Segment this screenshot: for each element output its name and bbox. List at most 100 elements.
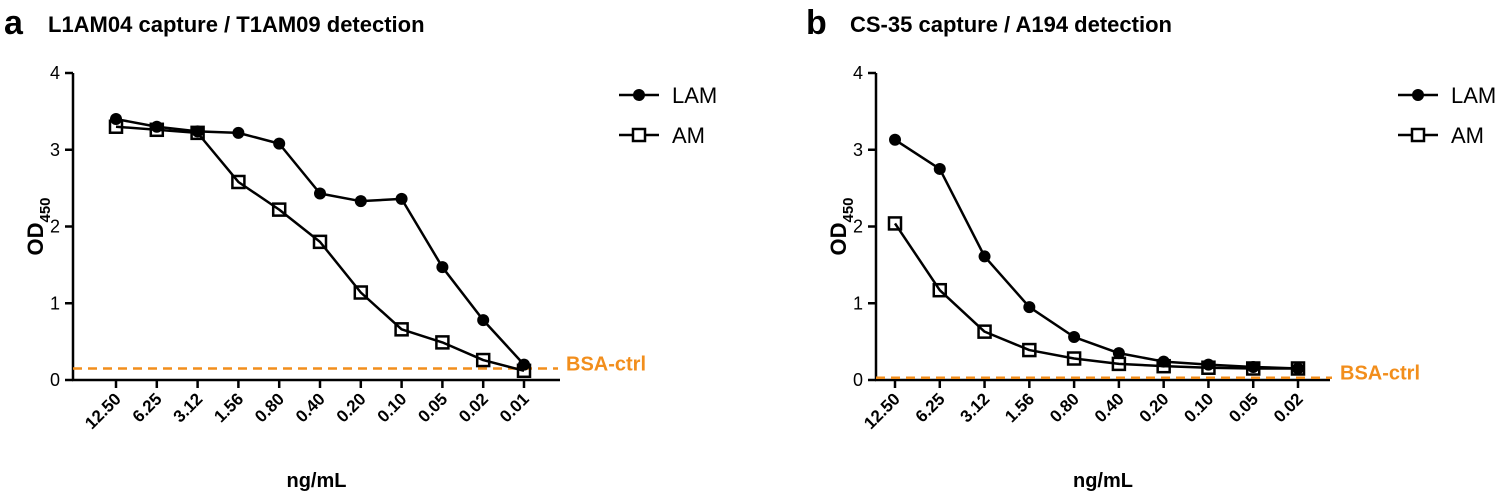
legend-label: AM [672,123,705,148]
data-point-am [475,352,491,368]
chart-title: CS-35 capture / A194 detection [850,12,1172,37]
y-tick-label: 1 [50,293,60,313]
chart-panel-b: b CS-35 capture / A194 detection 0 1 2 3 4 12.5… [806,4,1496,492]
legend-marker [633,89,645,101]
data-point-lam [1068,331,1081,344]
legend-label: LAM [1451,83,1496,108]
legend-item-am: AM [619,123,705,148]
data-point-lam [1157,355,1170,368]
y-tick-label: 2 [50,217,60,237]
data-point-am [1156,358,1171,374]
data-point-am [1201,360,1216,375]
y-axis-label-main: OD [826,223,851,256]
x-tick-label: 0.05 [414,389,451,426]
reference-label: BSA-ctrl [1340,363,1420,385]
data-point-am [231,174,246,190]
x-tick-label: 0.40 [1091,389,1128,426]
legend-marker [1410,127,1426,143]
series-line-lam [894,138,1299,370]
data-point-lam [354,195,367,208]
data-point-am [932,282,948,298]
y-tick-label: 2 [853,217,863,237]
legend-marker [631,127,647,143]
data-point-lam [395,192,408,205]
data-point-lam [933,162,946,175]
legend-label: LAM [672,83,717,108]
y-tick-label: 3 [853,140,863,160]
panel-letter: a [4,4,24,42]
data-point-am [1111,356,1127,372]
x-tick-label: 6.25 [129,389,166,426]
data-point-am [190,125,205,141]
y-tick-label: 0 [50,370,60,390]
x-tick-label: 6.25 [912,389,949,426]
data-point-lam [314,187,326,200]
data-point-lam [1112,347,1125,360]
y-axis-label-subscript: 450 [37,197,54,222]
data-point-lam [477,314,490,327]
legend-item-am: AM [1398,123,1484,148]
data-point-am [516,363,532,379]
y-axis-label: OD450 [23,197,54,255]
series-line-am [893,222,1298,370]
x-tick-label: 3.12 [170,389,207,426]
x-tick-label: 0.40 [292,389,329,426]
y-tick-label: 0 [853,370,863,390]
x-tick-label: 0.80 [251,389,288,426]
data-point-am [1022,342,1037,358]
data-point-lam [191,125,204,138]
x-tick-label: 0.20 [1136,389,1173,426]
series-line-am [115,125,525,372]
data-point-lam [232,126,245,139]
x-tick-label: 0.01 [496,389,533,426]
legend-item-lam: LAM [619,83,717,108]
data-point-lam [1247,360,1260,373]
data-point-am [887,216,903,231]
data-point-lam [978,250,991,263]
x-tick-label: 3.12 [957,389,994,426]
data-point-lam [889,133,901,146]
data-point-am [1066,351,1082,366]
data-point-lam [273,137,286,150]
data-point-lam [1023,301,1036,314]
legend-marker [1412,89,1424,101]
chart-panel-a: a L1AM04 capture / T1AM09 detection 0 1 2 3 4 1… [4,4,717,492]
reference-label: BSA-ctrl [566,353,646,375]
y-axis-label-main: OD [23,223,48,256]
data-point-am [394,322,409,337]
data-point-lam [436,261,449,274]
data-point-am [108,119,124,134]
data-point-am [353,285,369,300]
data-point-am [312,234,328,250]
y-axis-label: OD450 [826,197,857,255]
y-tick-label: 4 [50,63,60,83]
data-point-am [149,122,165,138]
x-tick-label: 1.56 [1001,389,1038,426]
y-tick-label: 3 [50,140,60,160]
data-point-am [271,202,287,217]
y-axis-label-subscript: 450 [840,197,857,222]
x-tick-label: 0.10 [374,389,411,426]
x-tick-label: 0.05 [1225,389,1262,426]
chart-title: L1AM04 capture / T1AM09 detection [48,12,425,37]
x-tick-label: 12.50 [860,389,904,433]
y-tick-label: 1 [853,293,863,313]
x-tick-label: 0.20 [333,389,370,426]
x-tick-label: 0.02 [455,389,492,426]
y-tick-label: 4 [853,63,863,83]
data-point-am [435,335,450,350]
data-point-am [1290,361,1306,376]
x-axis-label: ng/mL [1073,470,1133,492]
x-tick-label: 0.80 [1046,389,1083,426]
x-tick-label: 0.02 [1270,389,1307,426]
x-axis-label: ng/mL [287,470,347,492]
panel-letter: b [806,4,827,42]
data-point-am [1245,361,1261,376]
x-tick-label: 12.50 [81,389,125,433]
legend-label: AM [1451,123,1484,148]
data-point-lam [1292,362,1304,375]
x-tick-label: 1.56 [210,389,247,426]
data-point-am [977,324,992,339]
data-point-lam [110,113,122,126]
